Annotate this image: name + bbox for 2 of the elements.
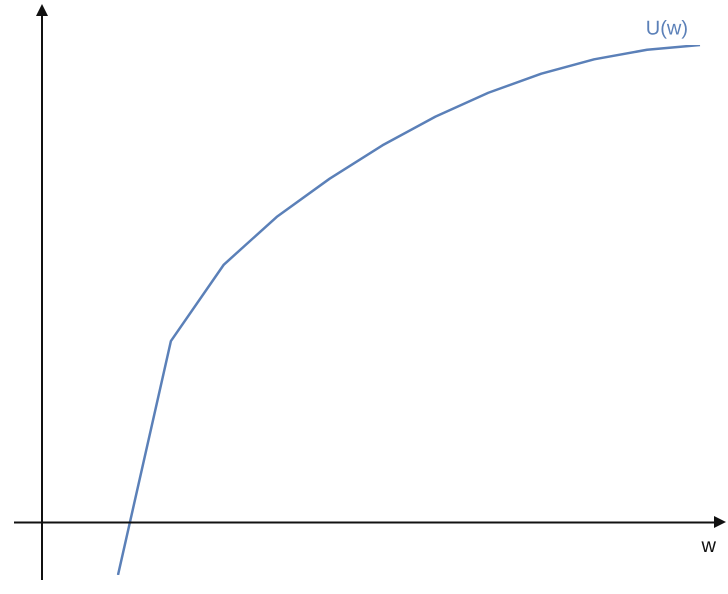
x-axis-title: w (700, 534, 717, 557)
series-label: U(w) (646, 18, 688, 40)
